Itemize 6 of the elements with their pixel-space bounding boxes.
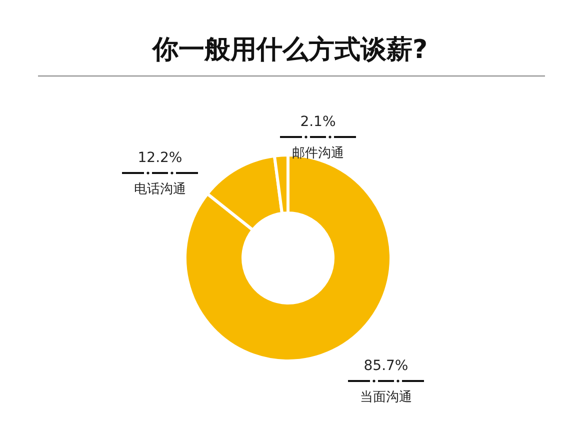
data-label: 85.7% <box>364 358 408 374</box>
chart-title: 你一般用什么方式谈薪? <box>151 35 428 65</box>
data-label: 2.1% <box>300 114 336 130</box>
slice-label: 当面沟通 <box>360 390 412 405</box>
data-label: 12.2% <box>138 150 182 166</box>
slice-label: 电话沟通 <box>134 182 186 197</box>
